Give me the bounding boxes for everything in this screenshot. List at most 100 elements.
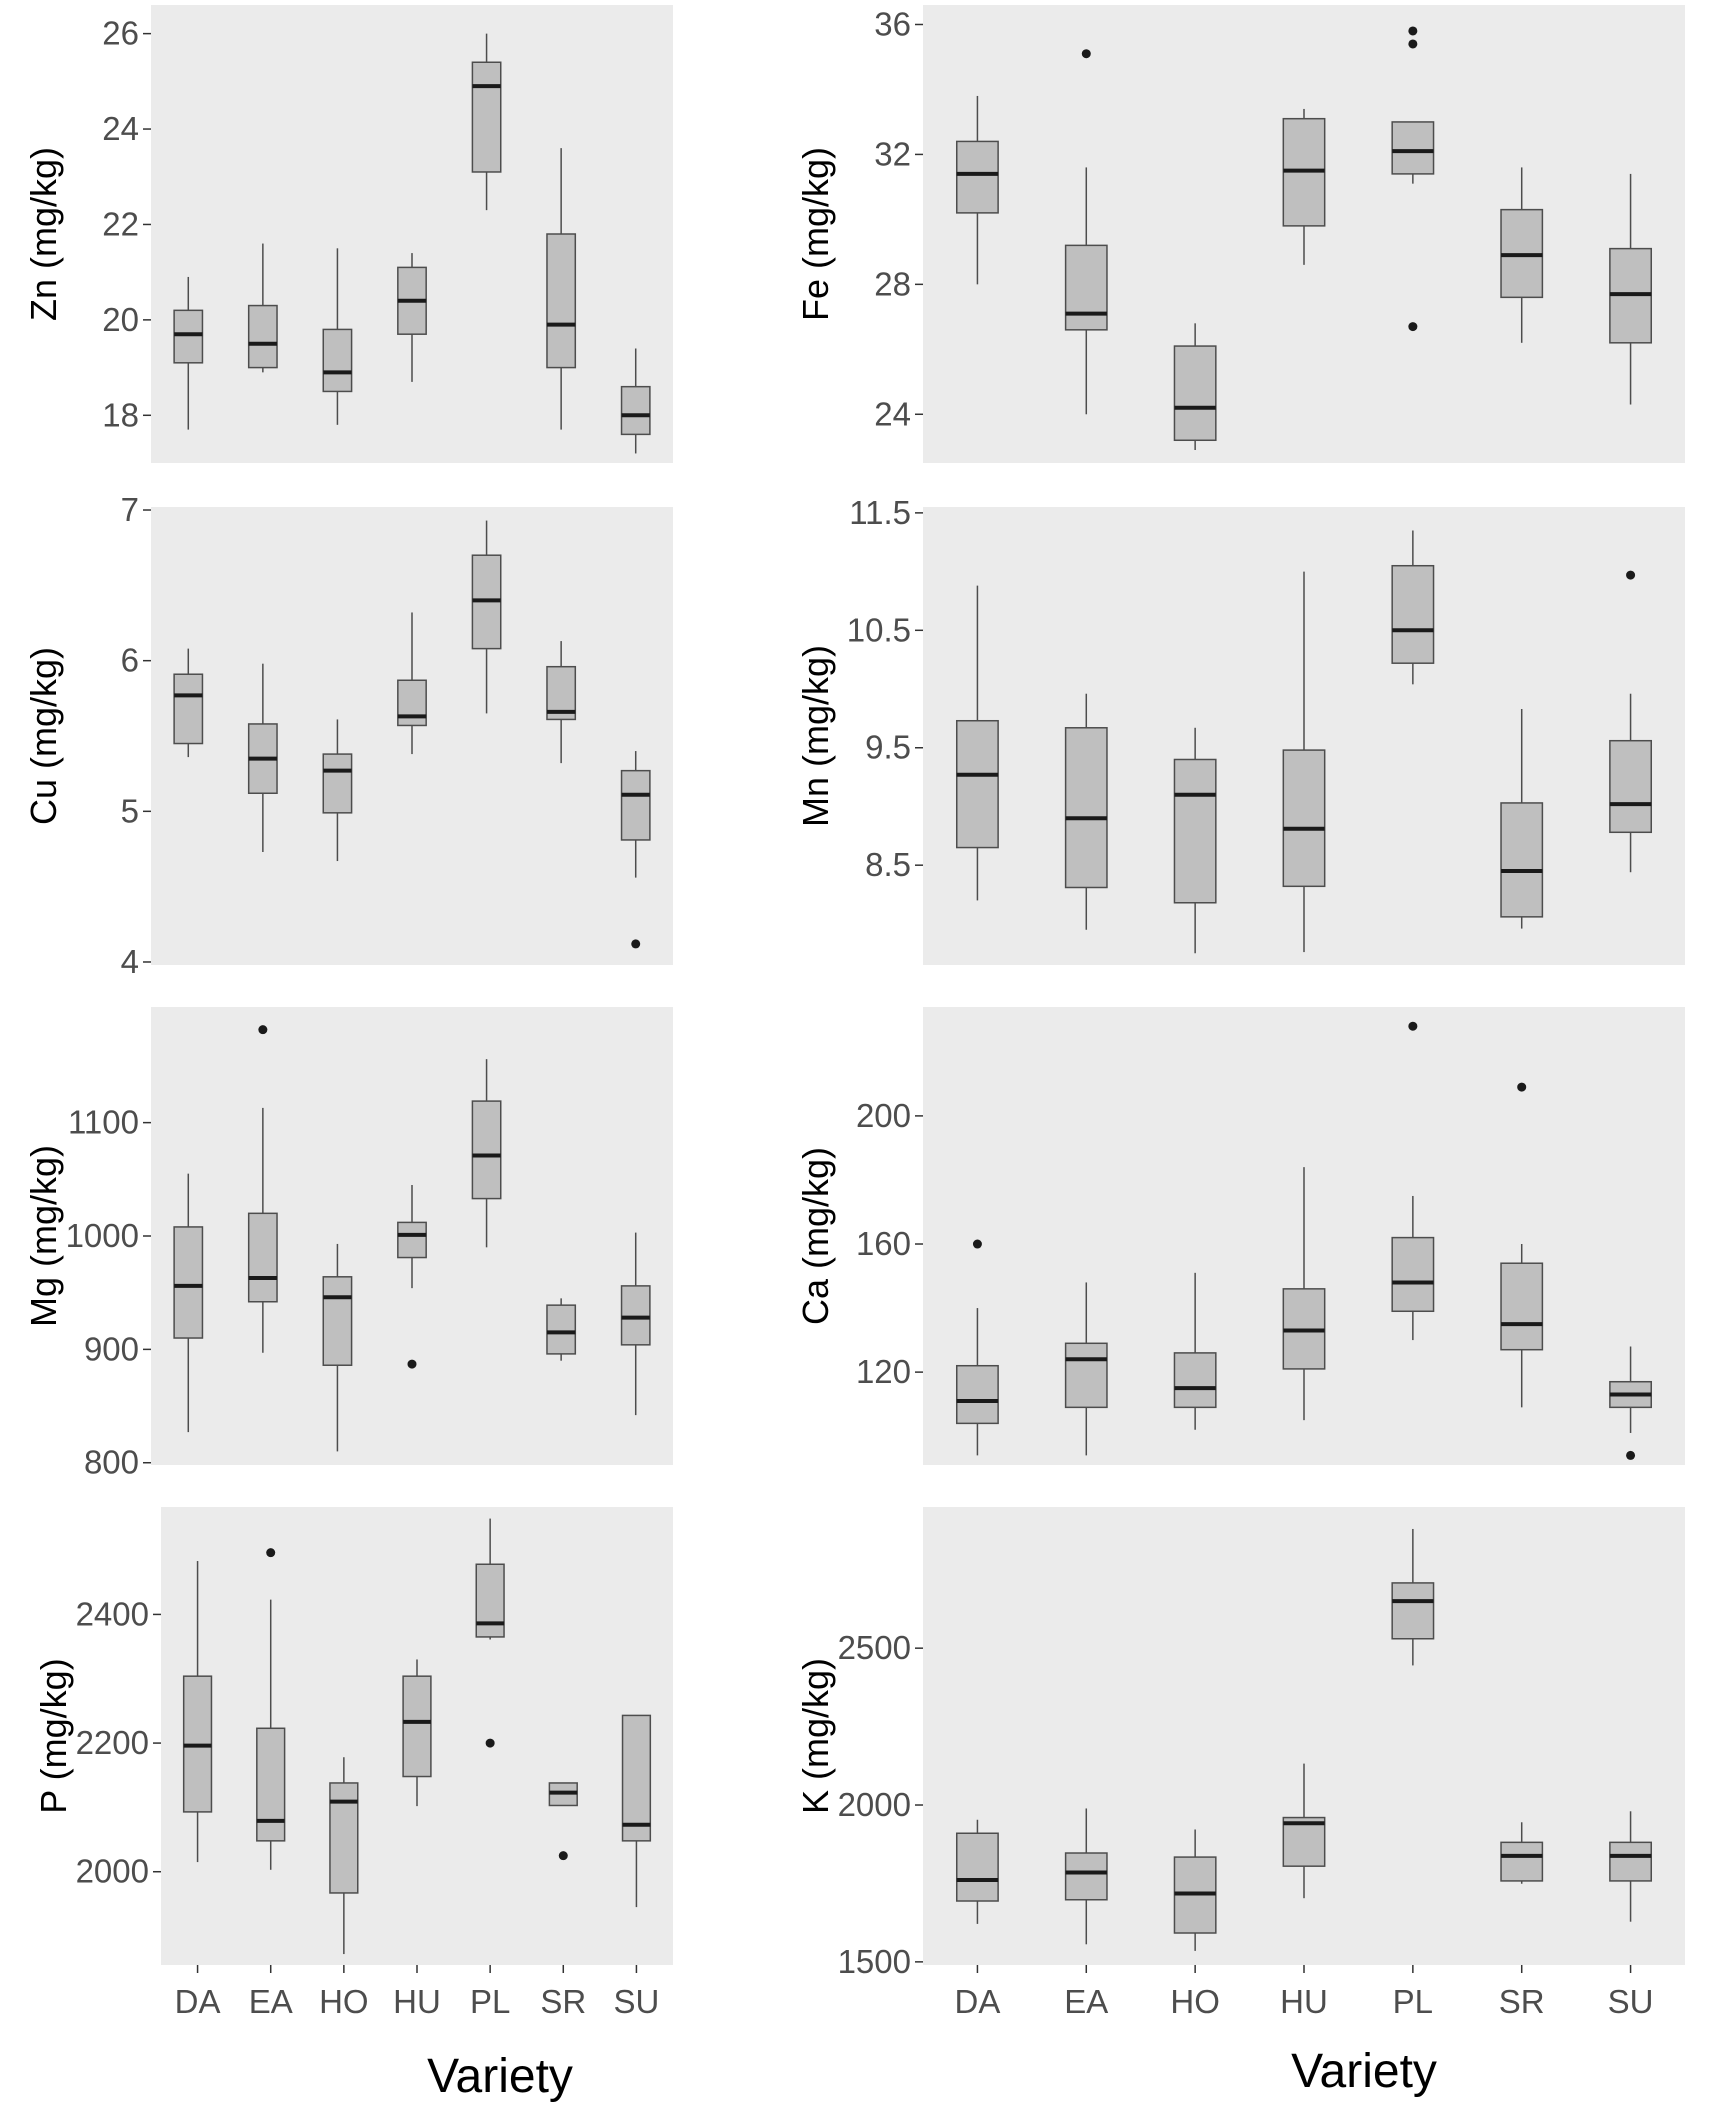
y-tick-label: 32 — [874, 135, 911, 172]
y-tick-label: 1100 — [68, 1104, 139, 1141]
box-pl — [475, 1518, 505, 1748]
y-tick-label: 4 — [121, 943, 139, 980]
outlier-point — [972, 1239, 982, 1249]
x-tick-label: PL — [1393, 1983, 1433, 2020]
outlier-point — [1626, 1450, 1636, 1460]
y-tick-label: 11.5 — [849, 494, 911, 531]
iqr-box — [1173, 758, 1217, 904]
iqr-box — [1391, 1582, 1435, 1640]
box-ho — [1173, 727, 1217, 954]
box-su — [620, 348, 651, 454]
iqr-box — [173, 1226, 204, 1339]
iqr-box — [1609, 1841, 1653, 1882]
iqr-box — [322, 1276, 353, 1366]
x-tick-label: HU — [393, 1983, 441, 2020]
box-hu — [397, 1184, 427, 1369]
outlier-point — [1081, 49, 1091, 59]
box-ea — [247, 663, 278, 853]
box-hu — [397, 253, 427, 382]
box-ea — [1064, 1808, 1108, 1945]
box-sr — [546, 1298, 577, 1361]
x-tick-label: SU — [1608, 1983, 1654, 2020]
y-tick-label: 24 — [874, 395, 911, 432]
outlier-point — [485, 1738, 495, 1748]
box-su — [621, 1714, 652, 1908]
panel-zn: Zn (mg/kg) 18 20 22 24 26 — [23, 5, 673, 463]
outlier-point — [1408, 26, 1418, 36]
y-tick-label: 1000 — [66, 1217, 139, 1254]
box-ea — [1064, 1282, 1108, 1456]
iqr-box — [247, 304, 278, 369]
iqr-box — [1173, 345, 1217, 442]
box-ho — [322, 719, 353, 862]
x-tick-label: HO — [1170, 1983, 1220, 2020]
iqr-box — [1500, 1262, 1544, 1351]
iqr-box — [1609, 739, 1653, 834]
outlier-point — [1517, 1082, 1527, 1092]
x-axis-title-left: Variety — [427, 2050, 573, 2103]
box-ho — [322, 248, 353, 425]
box-ea — [256, 1548, 286, 1870]
iqr-box — [546, 1304, 577, 1355]
outlier-point — [631, 939, 641, 949]
outlier-point — [258, 1025, 268, 1035]
box-ea — [1064, 49, 1108, 415]
box-ho — [1173, 323, 1217, 451]
iqr-box — [475, 1563, 505, 1638]
box-pl — [1391, 1528, 1435, 1666]
iqr-box — [322, 328, 353, 393]
iqr-box — [955, 1832, 999, 1902]
outlier-point — [1408, 1021, 1418, 1031]
y-tick-label: 10.5 — [847, 611, 911, 648]
box-sr — [1500, 1822, 1544, 1884]
box-ho — [329, 1757, 359, 1955]
y-tick-label: 36 — [874, 5, 911, 42]
box-su — [620, 751, 651, 949]
iqr-box — [247, 1212, 278, 1303]
box-pl — [1391, 26, 1435, 332]
y-tick-label: 20 — [102, 301, 139, 338]
iqr-box — [402, 1675, 432, 1778]
y-tick-label: 1500 — [838, 1943, 911, 1980]
y-axis-title: Zn (mg/kg) — [23, 147, 64, 321]
iqr-box — [1391, 1236, 1435, 1313]
iqr-box — [397, 1221, 427, 1259]
outlier-point — [558, 1851, 568, 1861]
y-tick-label: 200 — [856, 1097, 911, 1134]
box-su — [1609, 1811, 1653, 1922]
box-su — [1609, 173, 1653, 405]
x-tick-label: HU — [1280, 1983, 1328, 2020]
iqr-box — [173, 673, 204, 745]
box-su — [1609, 1346, 1653, 1460]
iqr-box — [471, 61, 502, 173]
outlier-point — [266, 1548, 276, 1558]
y-axis-title: Mg (mg/kg) — [23, 1145, 64, 1327]
panel-ca: Ca (mg/kg) 120 160 200 — [795, 1007, 1685, 1465]
box-da — [173, 648, 204, 758]
box-hu — [1282, 1763, 1326, 1899]
iqr-box — [1064, 244, 1108, 331]
box-hu — [1282, 571, 1326, 953]
box-sr — [1500, 167, 1544, 343]
outlier-point — [1408, 322, 1418, 332]
iqr-box — [1282, 749, 1326, 888]
box-da — [955, 1819, 999, 1924]
y-tick-label: 22 — [102, 205, 139, 242]
iqr-box — [546, 233, 577, 369]
panel-mg: Mg (mg/kg) 800 900 1000 1100 — [23, 1007, 673, 1481]
box-ea — [247, 243, 278, 373]
panel-fe: Fe (mg/kg) 24 28 32 36 — [795, 5, 1685, 463]
x-tick-label: SR — [540, 1983, 586, 2020]
y-axis-title: K (mg/kg) — [795, 1658, 836, 1814]
iqr-box — [1500, 1841, 1544, 1882]
y-tick-label: 9.5 — [865, 729, 911, 766]
iqr-box — [620, 769, 651, 841]
box-pl — [1391, 1021, 1435, 1341]
box-ho — [322, 1243, 353, 1452]
iqr-box — [1173, 1352, 1217, 1409]
iqr-box — [955, 1364, 999, 1425]
panel-cu: Cu (mg/kg) 4 5 6 7 — [23, 491, 673, 980]
box-sr — [546, 641, 577, 764]
y-tick-label: 18 — [102, 396, 139, 433]
